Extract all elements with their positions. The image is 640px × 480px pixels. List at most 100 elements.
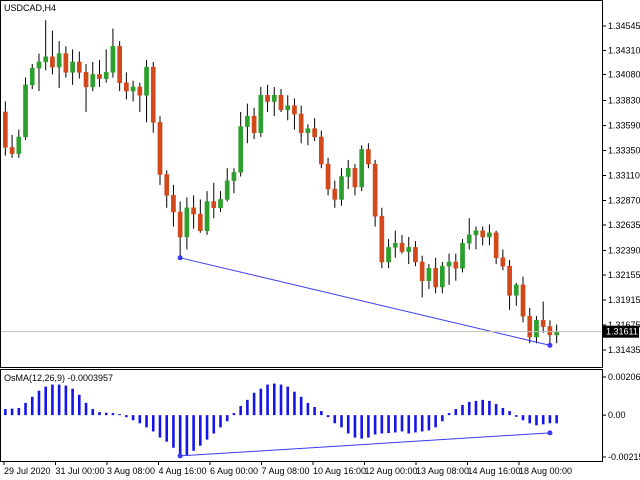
candle — [278, 89, 284, 112]
candle — [466, 218, 472, 250]
candle — [426, 264, 432, 290]
candle — [124, 72, 129, 100]
osma-divergence-point — [177, 453, 183, 459]
price-tick-label: 1.32635 — [608, 220, 640, 230]
osma-divergence-line[interactable] — [180, 432, 550, 457]
current-price-box — [603, 325, 639, 338]
candle — [9, 134, 15, 158]
candle — [520, 276, 526, 323]
candle — [419, 255, 425, 298]
candle — [372, 159, 378, 227]
candle — [50, 30, 55, 75]
candle — [271, 86, 277, 117]
candle — [547, 320, 553, 346]
candle — [245, 103, 250, 144]
candle — [527, 307, 533, 344]
indicator-tick-label: 0.00 — [608, 410, 626, 420]
candle — [224, 168, 230, 202]
time-tick-label: 4 Aug 16:00 — [159, 466, 207, 476]
candle — [137, 82, 143, 112]
symbol-label: USDCAD,H4 — [4, 3, 56, 13]
time-axis: 29 Jul 2020 31 Jul 00:00 3 Aug 08:00 4 Aug … — [3, 461, 572, 476]
price-tick-label: 1.31915 — [608, 295, 640, 305]
candle — [366, 143, 371, 169]
candle — [211, 182, 217, 219]
time-tick-label: 31 Jul 00:00 — [56, 466, 105, 476]
price-tick-label: 1.33110 — [608, 170, 640, 180]
price-divergence-point — [177, 255, 183, 261]
price-tick-label: 1.32870 — [608, 196, 640, 206]
time-tick-label: 14 Aug 16:00 — [468, 466, 521, 476]
candle — [345, 159, 351, 190]
current-price-marker: 1.31611 — [1, 325, 639, 338]
candle — [204, 191, 210, 235]
candle — [312, 118, 317, 142]
candle — [386, 239, 391, 269]
time-tick-label: 13 Aug 08:00 — [416, 466, 469, 476]
candle — [103, 49, 109, 83]
candle — [325, 157, 331, 196]
indicator-panel[interactable] — [0, 369, 603, 462]
candle — [285, 95, 291, 121]
indicator-tick-label: 0.0020675 — [608, 372, 640, 382]
candle — [16, 129, 22, 158]
candle — [399, 234, 405, 254]
candle — [117, 41, 122, 92]
candle — [433, 257, 438, 294]
candle — [406, 236, 412, 265]
price-divergence-line[interactable] — [180, 257, 551, 346]
candle — [238, 111, 243, 177]
time-tick-label: 29 Jul 2020 — [4, 466, 51, 476]
indicator-axis: 0.0020675 0.00 -0.0021511 — [602, 372, 640, 462]
candle — [43, 20, 49, 71]
price-tick-label: 1.32390 — [608, 246, 640, 256]
candle — [63, 46, 69, 78]
candle — [493, 230, 499, 265]
candle — [446, 253, 452, 285]
candle — [184, 197, 190, 250]
candle — [534, 316, 539, 344]
candle — [56, 41, 62, 88]
candle — [258, 86, 264, 137]
candle — [251, 107, 257, 140]
price-axis: 1.34545 1.34310 1.34080 1.33830 1.33590 1.333… — [602, 21, 640, 355]
price-tick-label: 1.32155 — [608, 270, 640, 280]
price-tick-label: 1.34080 — [608, 69, 640, 79]
price-tick-label: 1.31435 — [608, 345, 640, 355]
candle — [83, 64, 89, 112]
candle — [305, 124, 311, 146]
candle — [171, 184, 176, 227]
candle — [110, 28, 116, 78]
candle — [157, 116, 163, 185]
candle — [507, 259, 512, 310]
candle — [352, 164, 358, 196]
candle — [90, 61, 96, 92]
candle — [392, 230, 398, 258]
osma-histogram — [4, 383, 558, 456]
osma-divergence-point — [547, 430, 553, 436]
time-tick-label: 10 Aug 16:00 — [313, 466, 366, 476]
time-tick-label: 7 Aug 08:00 — [262, 466, 310, 476]
candle — [197, 199, 203, 233]
candle — [413, 241, 418, 267]
candle — [379, 207, 385, 269]
price-panel[interactable] — [0, 0, 603, 368]
candle — [130, 80, 136, 102]
price-tick-label: 1.33350 — [608, 145, 640, 155]
candle — [23, 77, 28, 141]
candle — [513, 282, 519, 306]
indicator-label: OsMA(12,26,9) -0.0003957 — [4, 373, 113, 383]
time-tick-label: 3 Aug 08:00 — [107, 466, 155, 476]
candle — [540, 301, 546, 333]
candle — [298, 105, 304, 144]
candle — [144, 59, 149, 123]
candle — [231, 168, 237, 194]
time-tick-label: 12 Aug 00:00 — [365, 466, 418, 476]
candle — [453, 253, 459, 281]
candle — [460, 239, 465, 273]
price-tick-label: 1.31675 — [608, 320, 640, 330]
indicator-tick-label: -0.0021511 — [608, 452, 640, 462]
candle — [191, 195, 196, 229]
candle — [3, 101, 8, 156]
